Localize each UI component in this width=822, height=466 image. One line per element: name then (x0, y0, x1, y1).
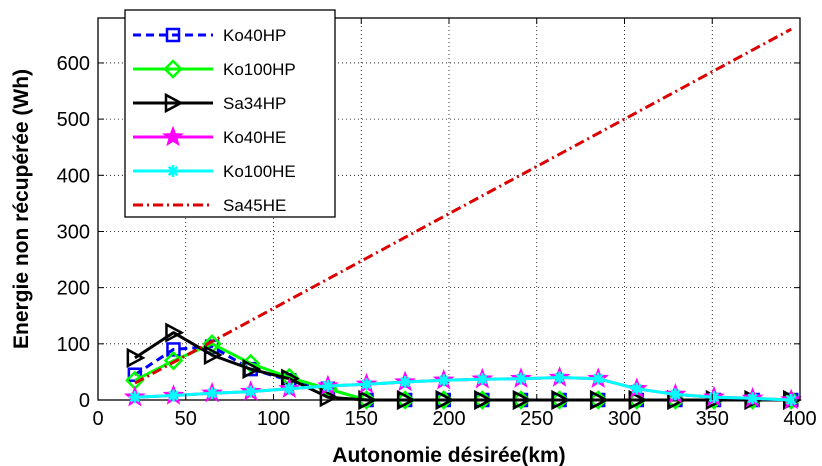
series-group (123, 27, 803, 411)
legend-item-ko100he: Ko100HE (133, 162, 296, 181)
marker-stroke (554, 372, 565, 383)
x-tick-label: 200 (432, 408, 465, 430)
point-ko100he (206, 387, 219, 400)
point-sa34hp (358, 389, 378, 411)
point-ko100he (283, 382, 296, 395)
y-tick-label: 200 (57, 278, 90, 300)
legend-marker-ko40hp (165, 27, 181, 43)
legend-marker-ko100hp (163, 59, 183, 79)
marker-stroke (593, 373, 604, 384)
marker-stroke (168, 390, 179, 401)
marker-stroke (670, 389, 681, 400)
point-sa34hp (512, 389, 532, 411)
y-tick-label: 600 (57, 53, 90, 75)
marker-stroke (284, 383, 295, 394)
marker-stroke (245, 386, 256, 397)
y-tick-label: 300 (57, 221, 90, 243)
point-ko100he (630, 382, 643, 395)
y-tick-label: 400 (57, 165, 90, 187)
legend-item-ko100hp: Ko100HP (133, 59, 296, 79)
point-ko100he (553, 371, 566, 384)
y-axis-label: Energie non récupérée (Wh) (10, 69, 33, 349)
point-ko100he (437, 374, 450, 387)
point-ko100he (669, 388, 682, 401)
legend-label-ko100hp: Ko100HP (223, 60, 296, 79)
marker-stroke (399, 376, 411, 388)
point-sa34hp (551, 389, 571, 411)
legend-item-ko40hp: Ko40HP (133, 26, 286, 45)
y-tick-label: 0 (79, 390, 90, 412)
point-sa34hp (319, 387, 339, 408)
marker-stroke (206, 388, 218, 399)
series-sa34hp (126, 322, 802, 411)
legend-label-sa34hp: Sa34HP (223, 94, 286, 113)
x-tick-label: 400 (783, 408, 816, 430)
legend-box (124, 9, 336, 218)
marker-stroke (129, 392, 140, 403)
point-sa34hp (474, 389, 494, 411)
marker-stroke (322, 380, 334, 392)
point-sa34hp (126, 347, 146, 368)
point-sa34hp (203, 344, 223, 366)
x-tick-label: 50 (175, 408, 197, 430)
point-sa34hp (165, 322, 185, 343)
legend-label-ko100he: Ko100HE (223, 162, 296, 181)
x-tick-label: 0 (92, 408, 103, 430)
legend-item-ko40he: Ko40HE (133, 125, 286, 147)
point-ko100he (592, 372, 605, 385)
point-ko100he (244, 385, 257, 398)
marker-stroke (477, 374, 488, 385)
line-ko100he (134, 376, 792, 402)
legend-label-ko40he: Ko40HE (223, 128, 286, 147)
x-tick-label: 250 (520, 408, 553, 430)
marker-stroke (708, 392, 720, 403)
x-axis-label: Autonomie désirée(km) (332, 444, 565, 466)
legend-label-sa45he: Sa45HE (223, 196, 286, 215)
point-ko100he (476, 373, 489, 386)
x-tick-label: 350 (696, 408, 729, 430)
x-tick-label: 100 (257, 408, 290, 430)
marker-stroke (747, 393, 758, 404)
marker-stroke (515, 373, 527, 384)
point-sa34hp (396, 389, 416, 411)
point-ko100he (167, 389, 180, 402)
point-sa34hp (589, 389, 609, 411)
legend-item-sa34hp: Sa34HP (133, 92, 286, 114)
point-ko100hp (163, 350, 184, 371)
marker-stroke (361, 379, 372, 390)
x-tick-label: 150 (345, 408, 378, 430)
point-ko40hp (166, 342, 181, 357)
marker-stroke (438, 375, 449, 386)
legend-marker-ko40he (162, 125, 184, 147)
point-sa34hp (628, 389, 648, 411)
line-sa45he (134, 27, 792, 385)
point-ko100he (399, 376, 412, 389)
x-tick-label: 300 (608, 408, 641, 430)
series-sa45he (134, 27, 792, 385)
point-ko100he (128, 391, 141, 404)
point-ko100he (708, 391, 721, 404)
marker-stroke (786, 394, 797, 406)
legend: Ko40HP Ko100HP Sa34HP Ko40HE Ko100HE Sa45HE (124, 9, 336, 218)
y-tick-label: 100 (57, 334, 90, 356)
point-ko100he (746, 392, 759, 405)
legend-item-sa45he: Sa45HE (133, 196, 286, 215)
point-ko100he (785, 394, 798, 406)
series-ko100he (128, 371, 798, 406)
point-sa34hp (435, 389, 455, 411)
point-sa34hp (242, 359, 262, 380)
point-ko100he (360, 378, 373, 391)
point-ko100he (321, 379, 334, 392)
legend-marker-sa34hp (164, 92, 184, 114)
point-ko40hp (127, 367, 143, 382)
legend-label-ko40hp: Ko40HP (223, 26, 286, 45)
marker-stroke (167, 165, 179, 177)
y-tick-label: 500 (57, 109, 90, 131)
marker-stroke (631, 383, 642, 394)
point-ko100he (514, 372, 527, 385)
legend-marker-ko100he (167, 165, 179, 177)
